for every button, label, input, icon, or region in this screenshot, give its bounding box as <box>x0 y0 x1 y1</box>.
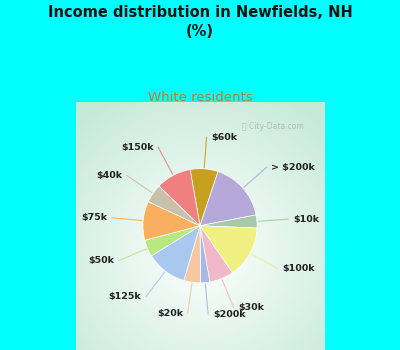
Wedge shape <box>184 226 200 283</box>
Text: $100k: $100k <box>282 264 315 273</box>
Wedge shape <box>200 215 257 228</box>
Text: $40k: $40k <box>96 171 122 180</box>
Wedge shape <box>190 169 218 226</box>
Wedge shape <box>200 172 256 226</box>
Text: $75k: $75k <box>81 213 107 222</box>
Wedge shape <box>145 226 200 256</box>
Wedge shape <box>143 202 200 240</box>
Wedge shape <box>148 186 200 226</box>
Text: $150k: $150k <box>121 143 154 152</box>
Text: $20k: $20k <box>157 309 183 318</box>
Text: > $200k: > $200k <box>271 163 315 172</box>
Wedge shape <box>200 226 232 282</box>
Text: $50k: $50k <box>88 256 114 265</box>
Text: $125k: $125k <box>109 292 142 301</box>
Wedge shape <box>152 226 200 280</box>
Text: $10k: $10k <box>293 215 319 224</box>
Text: White residents: White residents <box>148 91 252 104</box>
Text: ⓘ City-Data.com: ⓘ City-Data.com <box>242 122 304 131</box>
Wedge shape <box>200 226 210 283</box>
Text: $200k: $200k <box>213 309 246 318</box>
Text: Income distribution in Newfields, NH
(%): Income distribution in Newfields, NH (%) <box>48 5 352 39</box>
Wedge shape <box>200 226 257 273</box>
Text: $60k: $60k <box>211 133 237 142</box>
Wedge shape <box>159 169 200 226</box>
Text: $30k: $30k <box>238 303 264 312</box>
